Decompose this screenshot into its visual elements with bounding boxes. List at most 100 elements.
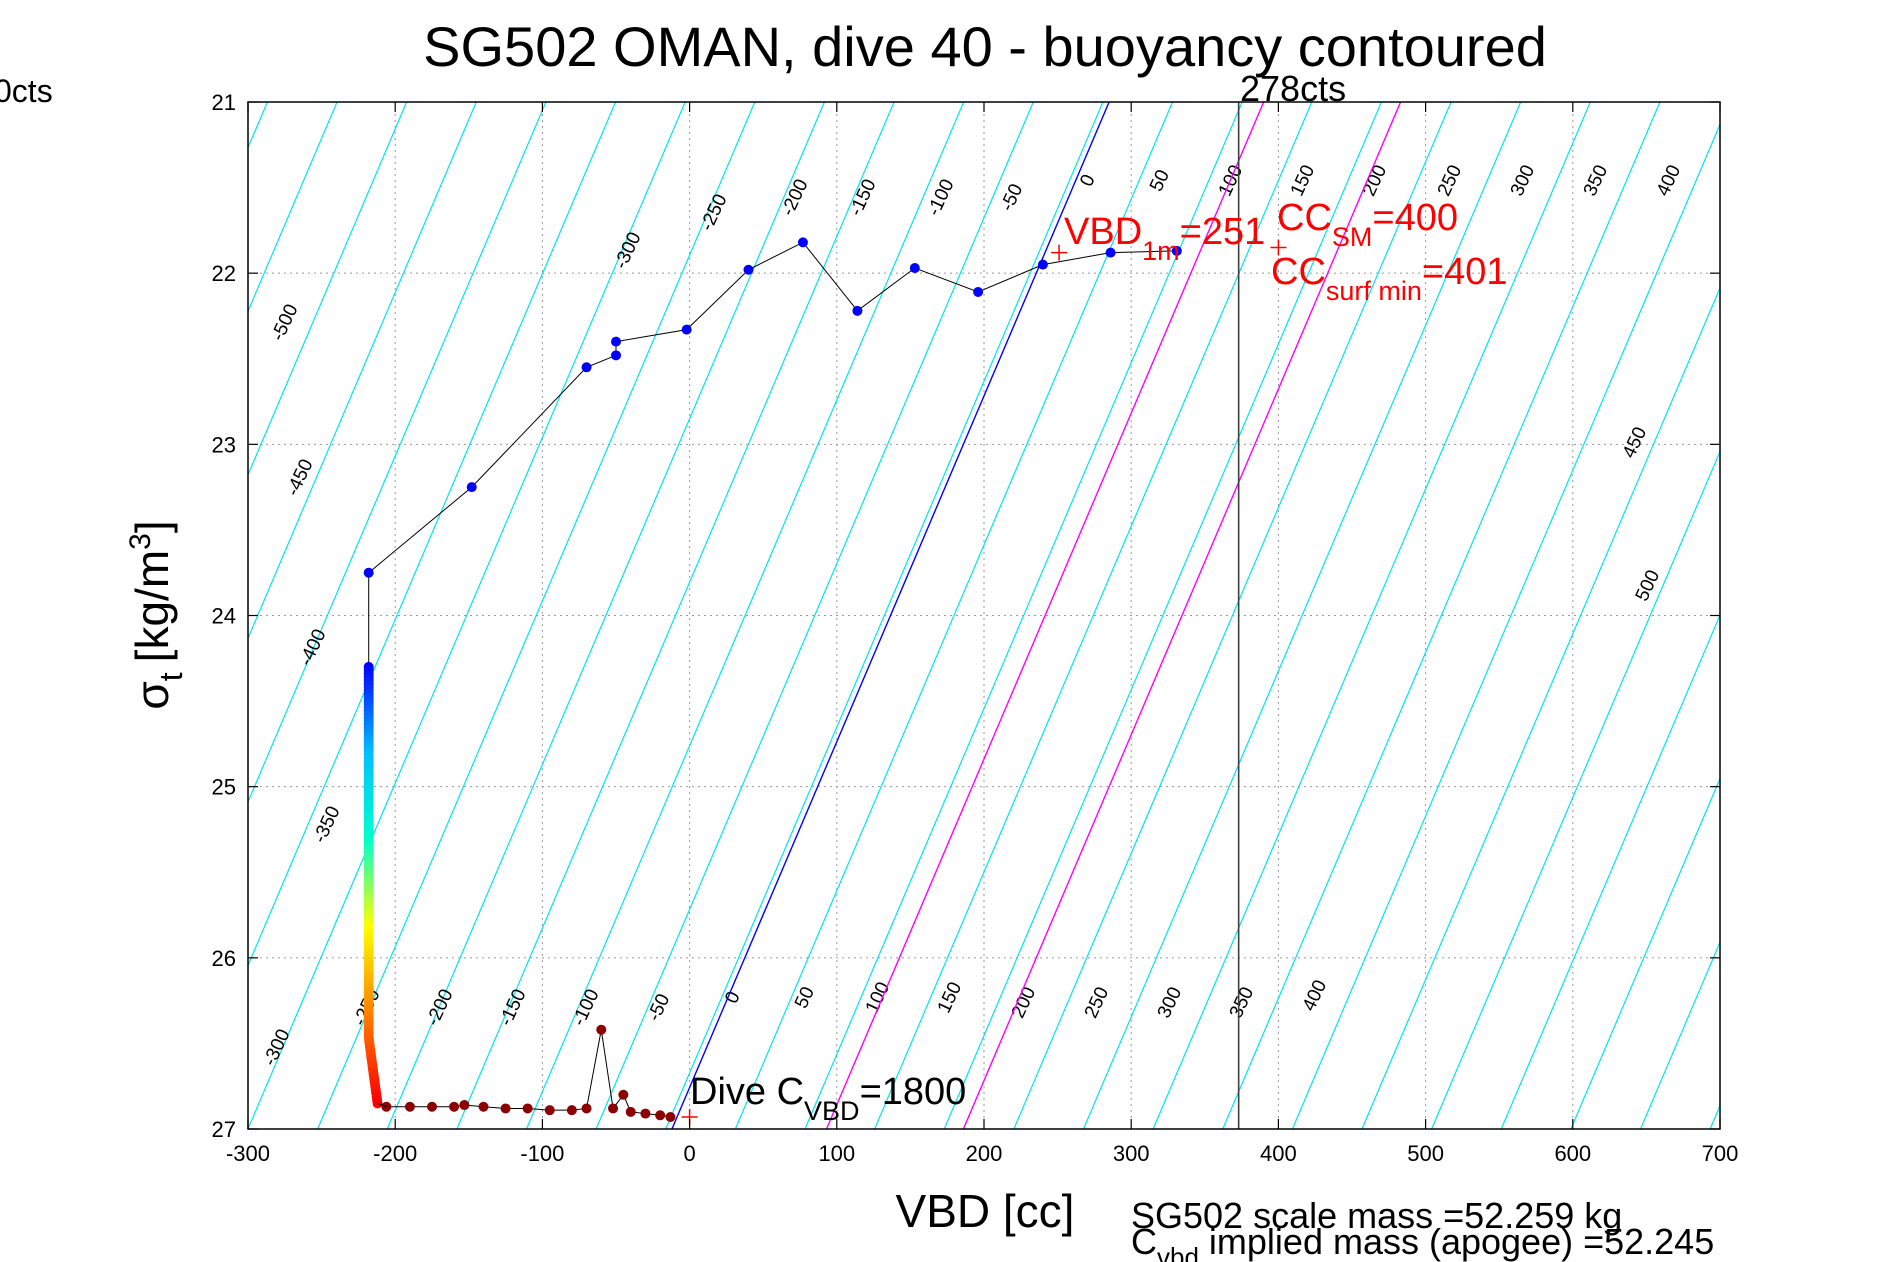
bottom-point: [449, 1101, 460, 1112]
implied-mass-sub: vbd: [1157, 1242, 1199, 1262]
dive-cvbd-annotation: Dive CVBD=1800: [690, 1071, 966, 1126]
y-tick-label: 21: [212, 90, 236, 115]
y-tick-label: 25: [212, 775, 236, 800]
bottom-point: [427, 1101, 437, 1112]
bottom-connector: [377, 1102, 387, 1108]
y-tick-label: 27: [212, 1117, 236, 1142]
cc-surf-min-label: CC: [1271, 251, 1326, 293]
x-tick-label: 600: [1554, 1141, 1591, 1166]
ascent-point: [466, 482, 477, 493]
x-tick-label: 0: [683, 1141, 695, 1166]
bottom-point: [618, 1089, 629, 1100]
cc-sm-value: =400: [1372, 197, 1458, 239]
y-axis-units-open: [kg/m: [126, 550, 178, 662]
y-axis-label: σt [kg/m3]: [124, 520, 189, 709]
ascent-point: [1105, 247, 1116, 258]
contour-line: [1361, 286, 1720, 1129]
ascent-point: [1171, 245, 1182, 256]
y-tick-label: 22: [212, 261, 236, 286]
cc-surf-min-value: =401: [1422, 251, 1508, 293]
axis-ticks: -300 -200 -100 0 100 200 300 400 500 600 700 21 22 23…: [212, 90, 1739, 1166]
cc-sm-label: CC: [1277, 197, 1332, 239]
x-tick-label: 200: [966, 1141, 1003, 1166]
contour-line: [248, 102, 408, 477]
contour-line: [248, 102, 547, 804]
x-tick-label: 100: [818, 1141, 855, 1166]
implied-mass-c: C: [1131, 1221, 1157, 1262]
x-tick-label: 300: [1113, 1141, 1150, 1166]
contour-line: [456, 102, 895, 1129]
contour-line: [1291, 122, 1720, 1129]
contour-line: [1570, 777, 1720, 1129]
contour-line: [943, 102, 1382, 1129]
contour-line: [595, 102, 1034, 1129]
bottom-point: [566, 1105, 577, 1116]
x-axis-label: VBD [cc]: [896, 1185, 1075, 1237]
ascent-point: [581, 362, 592, 373]
contour-line: [1431, 450, 1720, 1129]
ascent-point: [681, 324, 692, 335]
ascent-point: [797, 237, 808, 248]
implied-mass-text: Cvbd implied mass (apogee) =52.245: [1131, 1221, 1714, 1262]
x-tick-label: -200: [373, 1141, 417, 1166]
bottom-point: [655, 1110, 666, 1121]
ascent-point: [743, 264, 754, 275]
bottom-point: [459, 1100, 470, 1111]
contour-line: [317, 102, 756, 1129]
bottom-point: [404, 1101, 415, 1112]
reference-line: [671, 102, 1110, 1129]
bottom-point: [544, 1105, 555, 1116]
cts-label: 278cts: [1240, 68, 1346, 109]
x-tick-label: 500: [1407, 1141, 1444, 1166]
y-axis-symbol: σ: [126, 681, 178, 709]
dive-cvbd-sub: VBD: [804, 1096, 860, 1126]
vbd-1m-label: VBD: [1064, 211, 1142, 253]
data-layer: [363, 237, 1287, 1126]
reference-line: [962, 102, 1402, 1129]
cc-surf-min-sub: surf min: [1326, 276, 1422, 306]
ascent-point: [909, 263, 920, 274]
cc-sm-sub: SM: [1332, 222, 1373, 252]
x-tick-label: -300: [226, 1141, 270, 1166]
contour-line: [248, 102, 338, 313]
contour-line: [1152, 102, 1591, 1129]
bottom-point: [625, 1106, 636, 1117]
ascent-line: [368, 241, 1177, 574]
bottom-point: [665, 1112, 676, 1123]
cc-sm-annotation: CCSM=400: [1277, 197, 1458, 252]
contour-line: [1222, 102, 1661, 1129]
bottom-point: [596, 1024, 607, 1035]
y-axis-units-sup: 3: [124, 533, 157, 550]
contour-line: [665, 102, 1104, 1129]
bottom-point: [640, 1108, 651, 1119]
reference-line: [825, 102, 1265, 1129]
chart-title: SG502 OMAN, dive 40 - buoyancy contoured: [423, 15, 1547, 78]
ascent-point: [611, 350, 621, 361]
x-tick-label: 400: [1260, 1141, 1297, 1166]
scale-mass-text: SG502 scale mass =52.259 kg: [1131, 1195, 1622, 1236]
x-tick-label: 700: [1702, 1141, 1739, 1166]
ascent-point: [973, 286, 984, 297]
bottom-point: [581, 1103, 592, 1114]
contour-line: [525, 102, 965, 1129]
dive-cvbd-label: Dive C: [690, 1071, 804, 1113]
contour-line: [248, 102, 686, 1129]
ascent-point: [852, 305, 863, 316]
y-tick-label: 26: [212, 946, 236, 971]
x-tick-label: -100: [520, 1141, 564, 1166]
bottom-point: [522, 1103, 533, 1114]
bottom-point: [500, 1103, 511, 1114]
ascent-point: [363, 567, 374, 578]
contour-line: [1082, 102, 1522, 1129]
bottom-point: [608, 1103, 619, 1114]
contour-line: [804, 102, 1243, 1129]
y-tick-label: 23: [212, 432, 236, 457]
vbd-1m-sub: 1m: [1142, 236, 1180, 266]
implied-mass-rest: implied mass (apogee) =52.245: [1199, 1221, 1714, 1262]
ascent-point: [1037, 259, 1048, 270]
bottom-point: [478, 1101, 489, 1112]
reference-lines: [671, 102, 1402, 1129]
vbd-1m-value: =251: [1180, 211, 1266, 253]
